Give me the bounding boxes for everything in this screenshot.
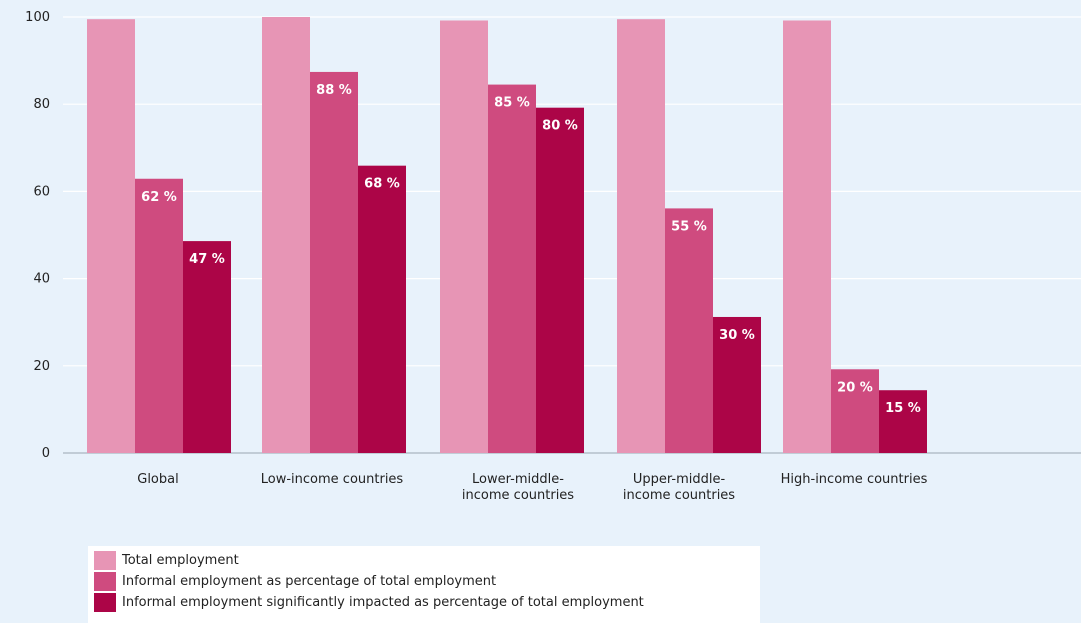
y-tick-label: 60 xyxy=(33,184,50,199)
bar-2-4 xyxy=(665,208,713,453)
y-tick-label: 20 xyxy=(33,359,50,374)
bar-chart: 0 20 40 60 80 100 62 % 88 % 85 % 55 % 20 % 47 % 68 … xyxy=(25,10,1081,503)
bar-3-5 xyxy=(879,390,927,453)
x-category-label: Upper-middle- xyxy=(633,472,726,487)
data-label: 30 % xyxy=(719,328,755,343)
x-category-label: income countries xyxy=(462,488,574,503)
x-category-label: Global xyxy=(137,472,178,487)
x-axis: Global Low-income countries Lower-middle-i… xyxy=(137,472,927,503)
legend-swatch xyxy=(94,593,116,612)
legend-swatch xyxy=(94,572,116,591)
bar-3-1 xyxy=(183,241,231,453)
data-label: 80 % xyxy=(542,119,578,134)
data-label: 88 % xyxy=(316,83,352,98)
bar-3-4 xyxy=(713,316,761,453)
bar-3-3 xyxy=(536,107,584,454)
legend-label: Informal employment significantly impact… xyxy=(122,595,644,610)
bar-1-3 xyxy=(440,20,488,453)
bars: 62 % 88 % 85 % 55 % 20 % 47 % 68 % 80 % 30 % 15 % xyxy=(87,17,927,454)
y-tick-label: 0 xyxy=(42,446,50,461)
data-label: 20 % xyxy=(837,380,873,395)
bar-1-2 xyxy=(262,17,310,453)
bar-2-5 xyxy=(831,369,879,453)
x-category-label: Lower-middle- xyxy=(472,472,564,487)
x-category-label: High-income countries xyxy=(781,472,928,487)
data-label: 47 % xyxy=(189,252,225,267)
bar-1-1 xyxy=(87,19,135,454)
data-label: 85 % xyxy=(494,96,530,111)
bar-2-1 xyxy=(135,178,183,454)
y-tick-label: 100 xyxy=(25,10,50,25)
legend-item-total-employment: Total employment xyxy=(94,550,754,571)
data-label: 15 % xyxy=(885,401,921,416)
bar-2-3 xyxy=(488,84,536,453)
bar-3-2 xyxy=(358,165,406,453)
y-axis: 0 20 40 60 80 100 xyxy=(25,10,50,461)
data-label: 62 % xyxy=(141,190,177,205)
bar-1-5 xyxy=(783,20,831,453)
bar-2-2 xyxy=(310,71,358,453)
data-label: 55 % xyxy=(671,219,707,234)
x-category-label: income countries xyxy=(623,488,735,503)
data-label: 68 % xyxy=(364,177,400,192)
legend-label: Total employment xyxy=(122,553,239,568)
legend-label: Informal employment as percentage of tot… xyxy=(122,574,497,589)
legend-item-informal-impacted: Informal employment significantly impact… xyxy=(94,592,754,613)
y-tick-label: 40 xyxy=(33,272,50,287)
legend: Total employment Informal employment as … xyxy=(88,546,760,623)
y-tick-label: 80 xyxy=(33,97,50,112)
legend-item-informal-employment: Informal employment as percentage of tot… xyxy=(94,571,754,592)
bar-1-4 xyxy=(617,19,665,454)
x-category-label: Low-income countries xyxy=(261,472,404,487)
legend-swatch xyxy=(94,551,116,570)
